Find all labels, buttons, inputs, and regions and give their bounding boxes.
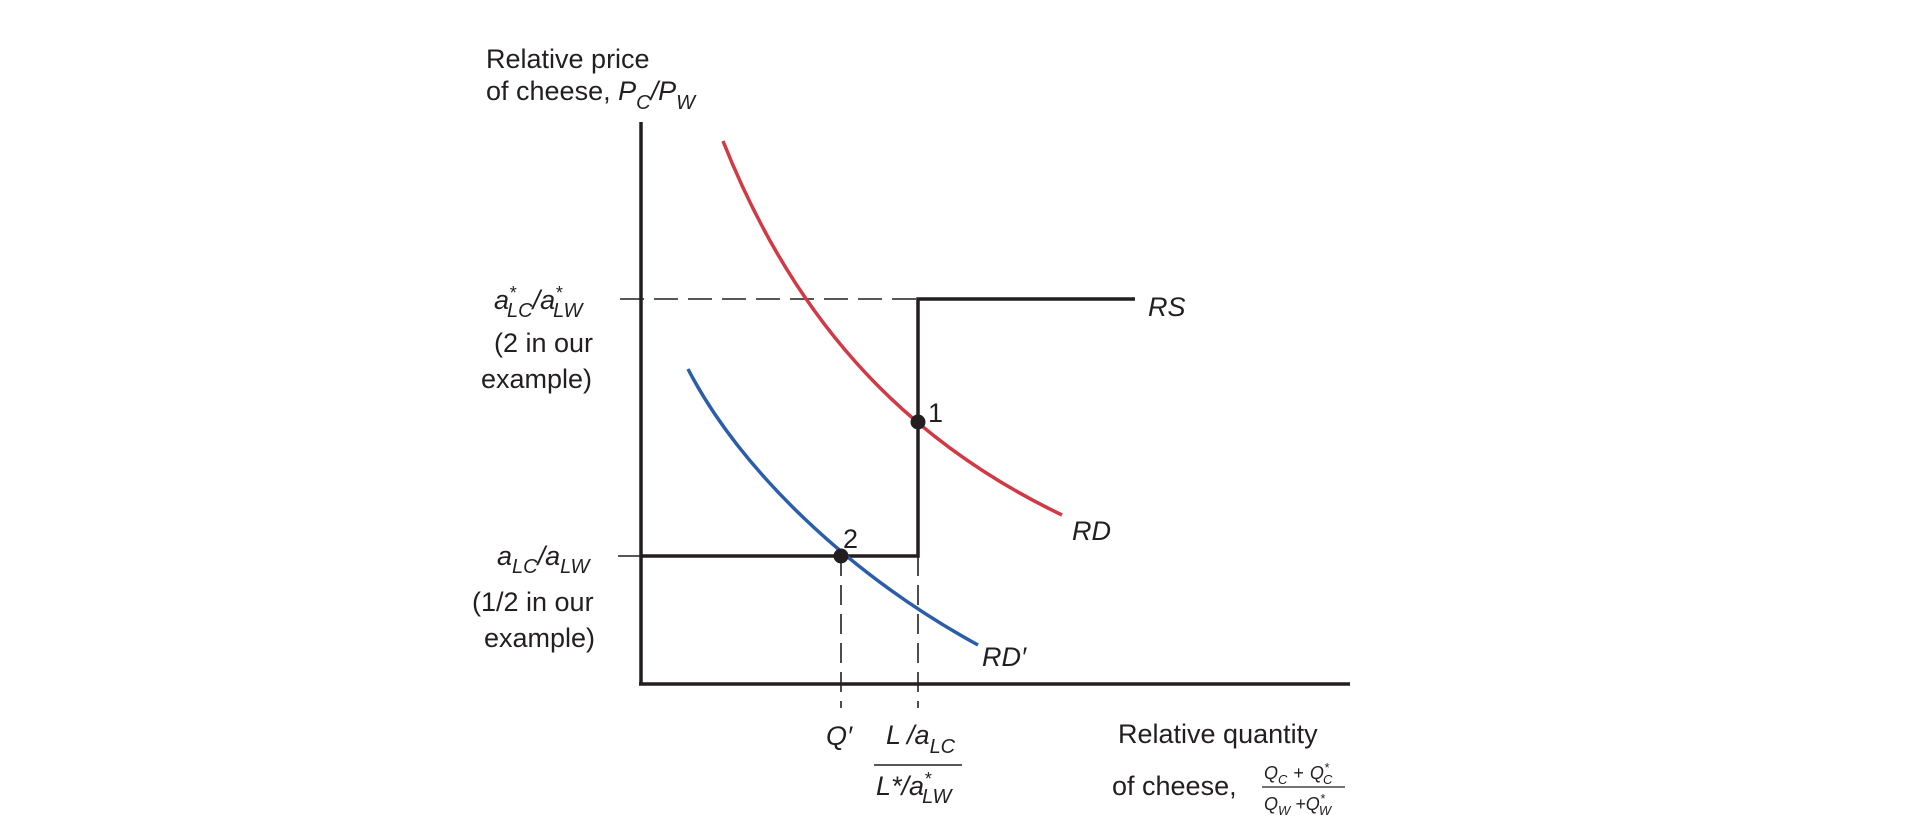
- rd-curve: [721, 140, 1063, 517]
- rs-label: RS: [1148, 292, 1186, 322]
- point-1-label: 1: [928, 398, 943, 428]
- equilibrium-point-1: [910, 414, 926, 430]
- lower-price-note-line1: (1/2 in our: [472, 587, 594, 617]
- y-axis-title-line2: of cheese, PC/PW: [486, 76, 697, 114]
- x-title-fraction-numerator: QC + Q* C: [1264, 760, 1333, 787]
- x-axis-title-line2: of cheese,: [1112, 771, 1237, 801]
- equilibrium-point-2: [833, 548, 849, 564]
- lower-price-note-line2: example): [484, 623, 595, 653]
- l-ratio-denominator: L*/a* LW: [876, 769, 953, 808]
- l-ratio-numerator: L/aLC: [886, 720, 956, 758]
- x-axis-title-line1: Relative quantity: [1118, 719, 1318, 749]
- point-2-label: 2: [843, 524, 858, 554]
- rd-label: RD: [1072, 516, 1111, 546]
- rd-prime-label: RD′: [982, 642, 1027, 672]
- rs-curve: [641, 297, 1135, 558]
- y-axis-title-line1: Relative price: [486, 44, 650, 74]
- q-prime-label: Q′: [826, 721, 853, 751]
- lower-price-label: aLC/aLW: [497, 541, 592, 578]
- upper-price-note-line2: example): [481, 364, 592, 394]
- upper-price-label: a* LC/a* LW: [494, 283, 585, 322]
- upper-price-note-line1: (2 in our: [494, 328, 593, 358]
- x-title-fraction-denominator: QW +Q* W: [1264, 791, 1333, 818]
- rd-prime-curve: [686, 368, 979, 647]
